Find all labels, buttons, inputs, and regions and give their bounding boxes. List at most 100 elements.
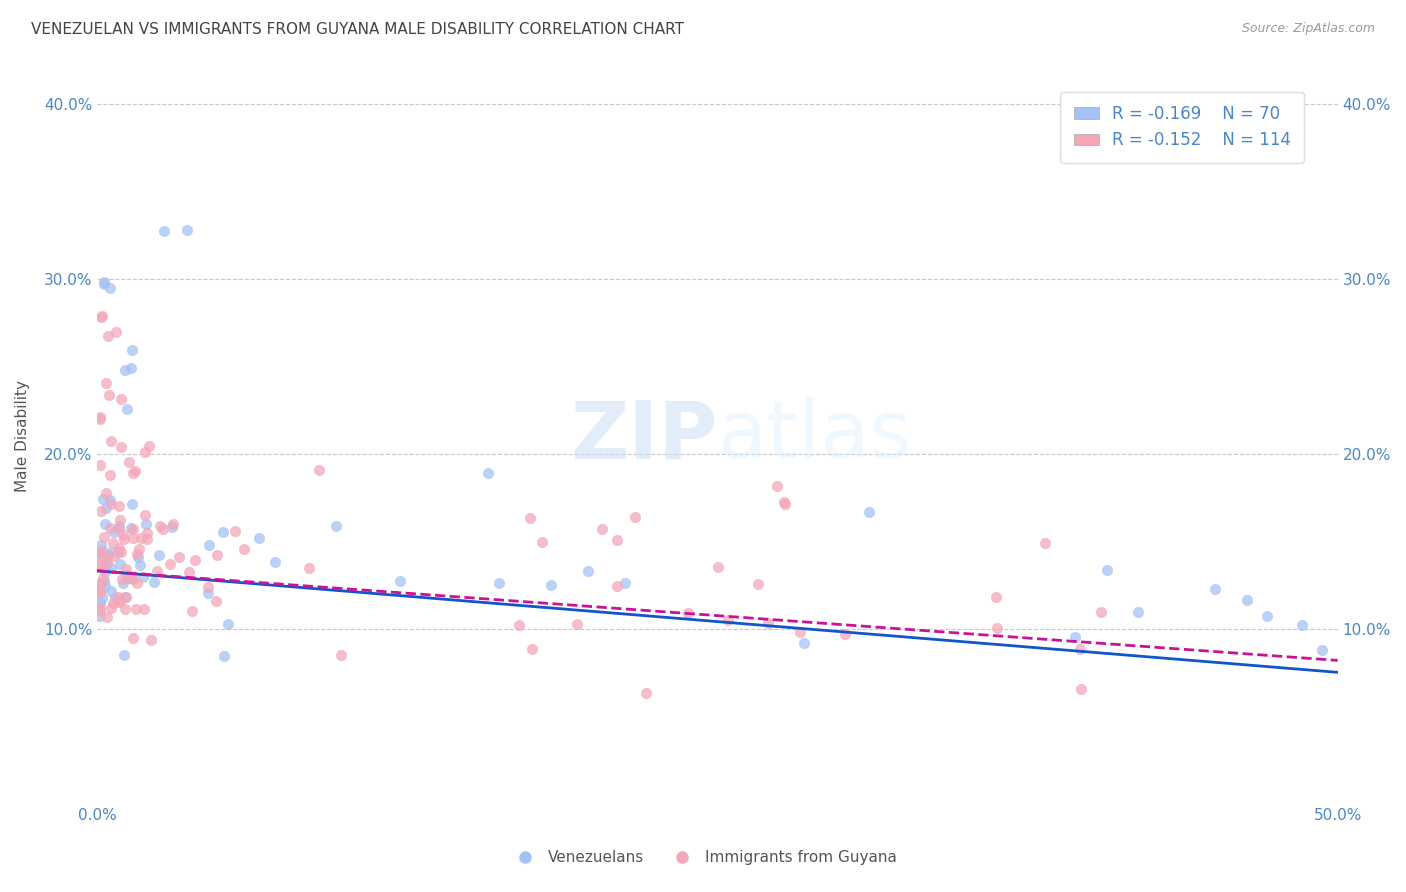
Point — [121, 522, 143, 536]
Point — [678, 607, 700, 621]
Point — [122, 573, 145, 587]
Point — [97, 548, 120, 562]
Point — [90, 504, 112, 518]
Point — [89, 577, 111, 591]
Point — [108, 518, 131, 533]
Point — [97, 387, 120, 401]
Point — [89, 412, 111, 426]
Point — [789, 624, 811, 639]
Point — [111, 528, 134, 542]
Point — [115, 562, 138, 576]
Point — [89, 596, 111, 610]
Point — [717, 613, 740, 627]
Point — [773, 495, 796, 509]
Point — [134, 445, 156, 459]
Point — [747, 577, 769, 591]
Text: VENEZUELAN VS IMMIGRANTS FROM GUYANA MALE DISABILITY CORRELATION CHART: VENEZUELAN VS IMMIGRANTS FROM GUYANA MAL… — [31, 22, 683, 37]
Point — [1070, 682, 1092, 697]
Point — [108, 558, 131, 572]
Point — [389, 574, 412, 589]
Point — [623, 510, 645, 524]
Point — [89, 549, 111, 564]
Point — [115, 402, 138, 417]
Point — [90, 538, 112, 552]
Point — [606, 579, 628, 593]
Point — [114, 590, 136, 604]
Point — [94, 485, 117, 500]
Point — [89, 584, 111, 599]
Point — [176, 222, 198, 236]
Point — [159, 558, 181, 572]
Point — [100, 601, 122, 615]
Point — [103, 549, 125, 563]
Point — [93, 564, 115, 578]
Point — [531, 534, 554, 549]
Point — [127, 576, 149, 591]
Point — [135, 525, 157, 540]
Point — [160, 520, 183, 534]
Point — [96, 549, 118, 563]
Point — [152, 523, 174, 537]
Point — [121, 343, 143, 358]
Point — [120, 521, 142, 535]
Point — [127, 547, 149, 561]
Point — [122, 531, 145, 545]
Point — [197, 586, 219, 600]
Text: ZIP: ZIP — [571, 397, 717, 475]
Point — [125, 602, 148, 616]
Point — [308, 463, 330, 477]
Point — [103, 524, 125, 539]
Point — [94, 516, 117, 531]
Point — [91, 591, 114, 606]
Point — [93, 530, 115, 544]
Point — [121, 497, 143, 511]
Point — [766, 479, 789, 493]
Point — [1126, 606, 1149, 620]
Point — [90, 310, 112, 324]
Point — [107, 499, 129, 513]
Point — [1064, 630, 1087, 644]
Point — [104, 325, 127, 339]
Point — [120, 571, 142, 585]
Point — [114, 591, 136, 605]
Point — [112, 648, 135, 663]
Point — [167, 549, 190, 564]
Point — [1095, 563, 1118, 577]
Point — [1090, 605, 1112, 619]
Point — [793, 636, 815, 650]
Point — [984, 591, 1007, 605]
Point — [1069, 642, 1091, 657]
Point — [93, 574, 115, 588]
Point — [124, 464, 146, 478]
Point — [477, 467, 499, 481]
Point — [325, 518, 347, 533]
Point — [520, 641, 543, 656]
Point — [97, 328, 120, 343]
Point — [110, 513, 132, 527]
Point — [91, 309, 114, 323]
Point — [129, 558, 152, 572]
Point — [1033, 536, 1056, 550]
Point — [139, 633, 162, 648]
Point — [100, 434, 122, 449]
Point — [121, 631, 143, 645]
Point — [94, 579, 117, 593]
Point — [104, 591, 127, 605]
Y-axis label: Male Disability: Male Disability — [15, 380, 30, 492]
Point — [834, 627, 856, 641]
Text: Source: ZipAtlas.com: Source: ZipAtlas.com — [1241, 22, 1375, 36]
Point — [197, 581, 219, 595]
Point — [224, 524, 246, 538]
Point — [707, 560, 730, 574]
Point — [152, 224, 174, 238]
Point — [89, 557, 111, 571]
Point — [96, 556, 118, 570]
Point — [247, 532, 270, 546]
Point — [148, 548, 170, 562]
Point — [540, 577, 562, 591]
Point — [263, 555, 285, 569]
Point — [121, 466, 143, 480]
Point — [107, 545, 129, 559]
Point — [100, 560, 122, 574]
Point — [114, 363, 136, 377]
